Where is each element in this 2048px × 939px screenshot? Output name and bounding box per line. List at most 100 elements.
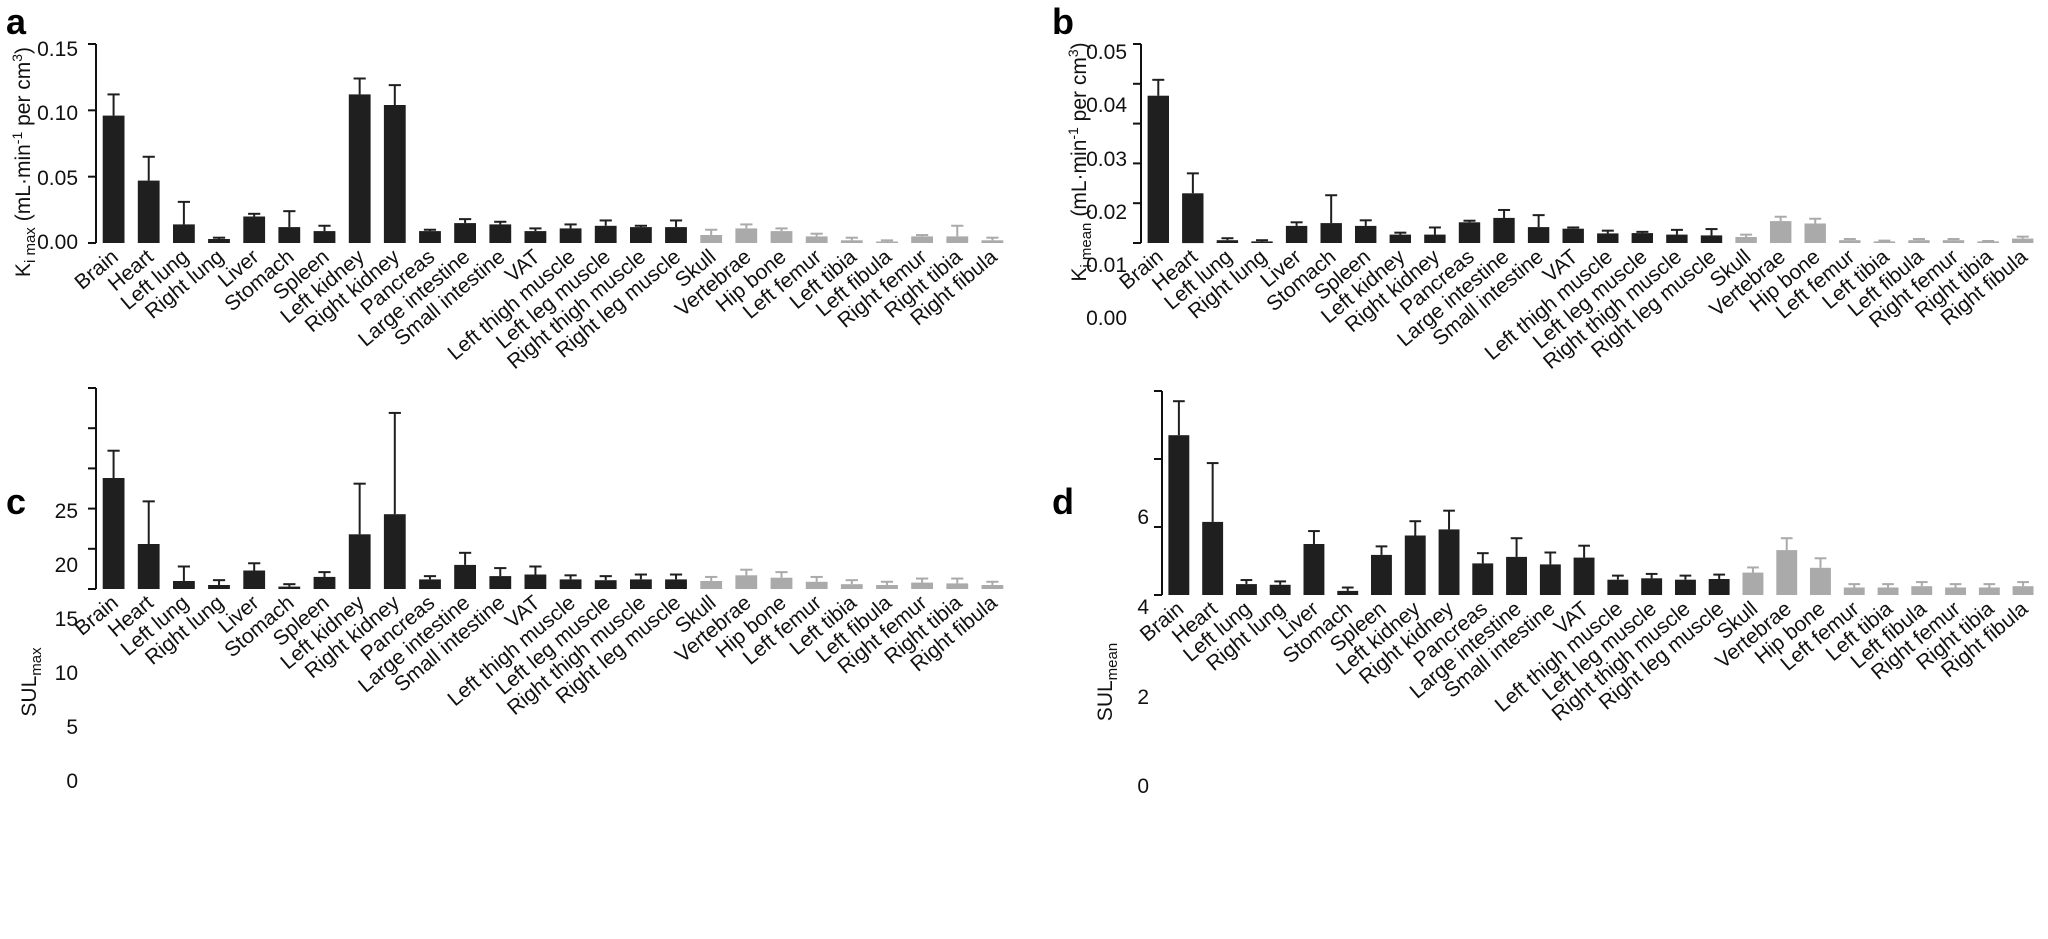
y-axis-label-b: Ki mean(mL·min-1 per cm3)	[1065, 42, 1095, 281]
bar	[1978, 587, 2000, 595]
y-tick-label: 5	[66, 716, 78, 739]
panel-label-b: b	[1052, 1, 1074, 42]
bar	[348, 534, 371, 589]
y-tick-label: 20	[55, 554, 78, 577]
bar	[1539, 564, 1561, 595]
bar	[1877, 587, 1899, 595]
bar	[1735, 237, 1757, 243]
bar	[208, 585, 230, 589]
bar	[981, 585, 1004, 589]
y-tick-label: 25	[55, 500, 78, 523]
y-tick-label: 0.00	[37, 231, 78, 254]
bar	[489, 224, 512, 243]
bar	[735, 228, 758, 243]
y-tick-label: 0.05	[37, 167, 78, 190]
y-tick-label: 0.10	[37, 102, 78, 125]
bar	[173, 224, 195, 243]
bar	[1776, 550, 1798, 595]
bar	[1438, 529, 1460, 595]
bar	[1251, 241, 1273, 243]
bar	[1700, 235, 1723, 243]
bar	[840, 240, 863, 243]
bar	[524, 231, 547, 243]
bar	[1810, 567, 1831, 595]
bar	[911, 582, 933, 589]
bar	[278, 586, 301, 589]
bar	[630, 227, 652, 243]
bar	[1389, 234, 1411, 243]
bar	[559, 228, 582, 243]
bar	[1742, 572, 1764, 595]
bar	[1562, 228, 1584, 243]
bar	[348, 94, 371, 244]
panel-b: b Ki mean(mL·min-1 per cm3) 0.00 0.01 0.…	[1052, 1, 2034, 374]
bar	[1843, 587, 1865, 595]
bar	[208, 239, 230, 243]
bar	[102, 478, 125, 589]
bar	[1945, 587, 1966, 595]
bar	[665, 579, 687, 589]
y-tick-label: 0.00	[1086, 307, 1127, 330]
bar	[419, 231, 441, 243]
bar	[665, 227, 687, 243]
y-axis-label-c: SULmax	[18, 647, 45, 717]
bar	[1236, 584, 1257, 595]
y-axis-label-d: SULmean	[1094, 643, 1121, 721]
bar	[1573, 557, 1595, 595]
y-tick-labels-c: 0 5 10 15 20 25	[55, 500, 78, 793]
bar	[1216, 240, 1239, 243]
bar	[1337, 590, 1359, 595]
bar	[1977, 241, 1999, 243]
bar	[946, 236, 969, 243]
bar	[770, 577, 793, 589]
bar	[559, 579, 582, 589]
bar	[313, 576, 336, 589]
bar	[1607, 579, 1629, 595]
bar	[1458, 222, 1481, 243]
y-tick-label: 0.01	[1086, 254, 1127, 277]
bar	[454, 564, 476, 589]
bar	[1641, 578, 1663, 595]
bar	[1873, 241, 1896, 243]
bar	[700, 235, 723, 243]
bar	[770, 231, 793, 243]
bar	[1804, 223, 1826, 243]
bar	[1182, 193, 1204, 244]
bar	[1404, 535, 1426, 595]
bar	[1472, 563, 1494, 595]
bar	[137, 544, 160, 589]
bar	[1506, 556, 1527, 595]
bar	[173, 581, 195, 589]
bar	[1675, 579, 1696, 595]
bar	[1371, 554, 1392, 595]
bar	[1355, 225, 1377, 243]
bar	[1770, 221, 1792, 243]
bar	[1168, 435, 1190, 595]
bar	[1911, 586, 1933, 595]
bar	[1708, 579, 1730, 595]
bar	[419, 579, 441, 589]
y-tick-labels-b: 0.00 0.01 0.02 0.03 0.04 0.05	[1086, 41, 1127, 330]
y-axis-label-a: Ki max(mL·min-1 per cm3)	[9, 47, 39, 277]
bar	[278, 227, 301, 243]
y-tick-label: 0	[1137, 775, 1149, 798]
y-tick-label: 4	[1137, 596, 1149, 619]
bar	[735, 575, 758, 589]
bar	[1493, 217, 1515, 243]
bar	[594, 580, 617, 589]
panel-c: c SULmax 0 5 10 15 20 25 BrainHeartLeft …	[6, 387, 1004, 793]
y-tick-label: 0.05	[1086, 41, 1127, 64]
panel-label-c: c	[6, 481, 26, 522]
bar	[876, 241, 898, 243]
bar	[1303, 544, 1325, 595]
y-tick-label: 0.03	[1086, 148, 1127, 171]
bar	[876, 585, 898, 589]
bar	[594, 225, 617, 243]
bar	[1839, 240, 1861, 243]
bar	[524, 574, 547, 589]
bar	[1631, 233, 1653, 243]
y-tick-label: 10	[55, 662, 78, 685]
bar	[1942, 240, 1965, 243]
